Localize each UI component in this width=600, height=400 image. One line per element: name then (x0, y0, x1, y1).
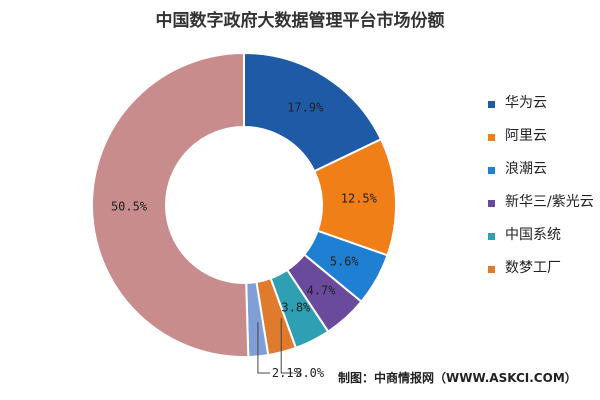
legend-swatch (488, 167, 495, 174)
donut-slices (91, 51, 397, 358)
legend-label: 数梦工厂 (505, 260, 561, 276)
callout-line (280, 318, 294, 374)
legend-swatch (488, 134, 495, 141)
slice-label: 50.5% (111, 200, 148, 214)
slice-labels: 17.9% 12.5% 5.6% 4.7% 3.8% 3.0%2.1% 50.5% (111, 101, 378, 380)
legend-label: 华为云 (505, 95, 547, 111)
legend-swatch (488, 233, 495, 240)
legend-item: 新华三/紫光云 (488, 195, 600, 228)
donut-slice (243, 51, 383, 173)
slice-label: 5.6% (330, 254, 360, 268)
slice-label: 3.8% (281, 301, 311, 315)
source-credit: 制图：中商情报网（WWW.ASKCI.COM） (338, 371, 577, 385)
callout-line (257, 322, 270, 374)
legend-label: 中国系统 (505, 227, 561, 243)
slice-label: 2.1% (272, 366, 302, 380)
legend-swatch (488, 101, 495, 108)
chart-title: 中国数字政府大数据管理平台市场份额 (155, 11, 445, 31)
legend-item: 浪潮云 (488, 162, 600, 195)
legend-item: 中国系统 (488, 228, 600, 261)
legend-label: 新华三/紫光云 (505, 194, 594, 210)
slice-label: 4.7% (307, 283, 337, 297)
legend-item: 阿里云 (488, 129, 600, 162)
legend-swatch (488, 200, 495, 207)
legend-item: 华为云 (488, 96, 600, 129)
donut-slice (91, 51, 250, 358)
legend: 华为云阿里云浪潮云新华三/紫光云 中国系统数梦工厂 (488, 96, 600, 294)
slice-label: 12.5% (341, 192, 378, 206)
slice-label: 17.9% (287, 101, 324, 115)
legend-label: 阿里云 (505, 128, 547, 144)
legend-item: 数梦工厂 (488, 261, 600, 294)
legend-label: 浪潮云 (505, 161, 547, 177)
slice-label: 3.0% (295, 366, 325, 380)
legend-swatch (488, 266, 495, 273)
